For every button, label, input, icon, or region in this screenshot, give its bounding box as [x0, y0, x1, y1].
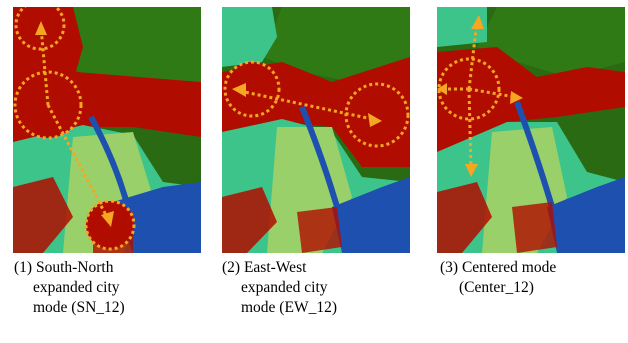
caption-centered: (3) Centered mode (Center_12): [440, 258, 556, 298]
caption-south-north: (1) South-North expanded city mode (SN_1…: [14, 258, 125, 318]
caption-line: expanded city: [241, 279, 328, 296]
arrowhead: [471, 15, 484, 29]
caption-line: mode (EW_12): [241, 299, 337, 316]
expansion-arrow: [468, 87, 516, 99]
expansion-arrow: [239, 89, 373, 121]
arrowhead: [465, 164, 478, 177]
grassland-area: [222, 7, 277, 67]
arrowhead: [510, 91, 523, 104]
arrowhead: [437, 83, 447, 95]
grassland-area: [437, 7, 487, 47]
expansion-circle: [344, 82, 410, 148]
urban-area: [437, 182, 492, 253]
urban-area: [222, 187, 277, 253]
caption-east-west: (2) East-West expanded city mode (EW_12): [222, 258, 337, 318]
arrowhead: [232, 83, 246, 97]
expansion-arrow: [467, 88, 473, 170]
map-panel-east-west: [222, 7, 410, 253]
arrowhead: [101, 211, 114, 227]
caption-line: (3) Centered mode: [440, 259, 557, 276]
water-area: [113, 182, 201, 253]
urban-area: [512, 202, 557, 253]
caption-line: (2) East-West: [222, 259, 307, 276]
map-panel-centered: [437, 7, 625, 253]
urban-area: [13, 177, 73, 253]
caption-line: (Center_12): [459, 279, 534, 296]
map-panel-south-north: [13, 7, 201, 253]
river: [88, 115, 154, 240]
river: [299, 105, 363, 240]
land-use-map-ew: [222, 7, 410, 253]
expansion-circle: [223, 60, 281, 118]
forest-area: [262, 7, 410, 82]
expansion-arrow: [39, 26, 50, 106]
river: [514, 100, 578, 240]
arrowhead: [35, 21, 47, 35]
caption-line: mode (SN_12): [33, 299, 125, 316]
land-use-map-center: [437, 7, 625, 253]
urban-area: [297, 207, 342, 253]
arrowhead: [368, 113, 382, 127]
forest-area: [477, 7, 625, 77]
caption-line: (1) South-North: [14, 259, 114, 276]
caption-line: expanded city: [33, 279, 120, 296]
forest-area: [53, 7, 201, 102]
land-use-map-sn: [13, 7, 201, 253]
